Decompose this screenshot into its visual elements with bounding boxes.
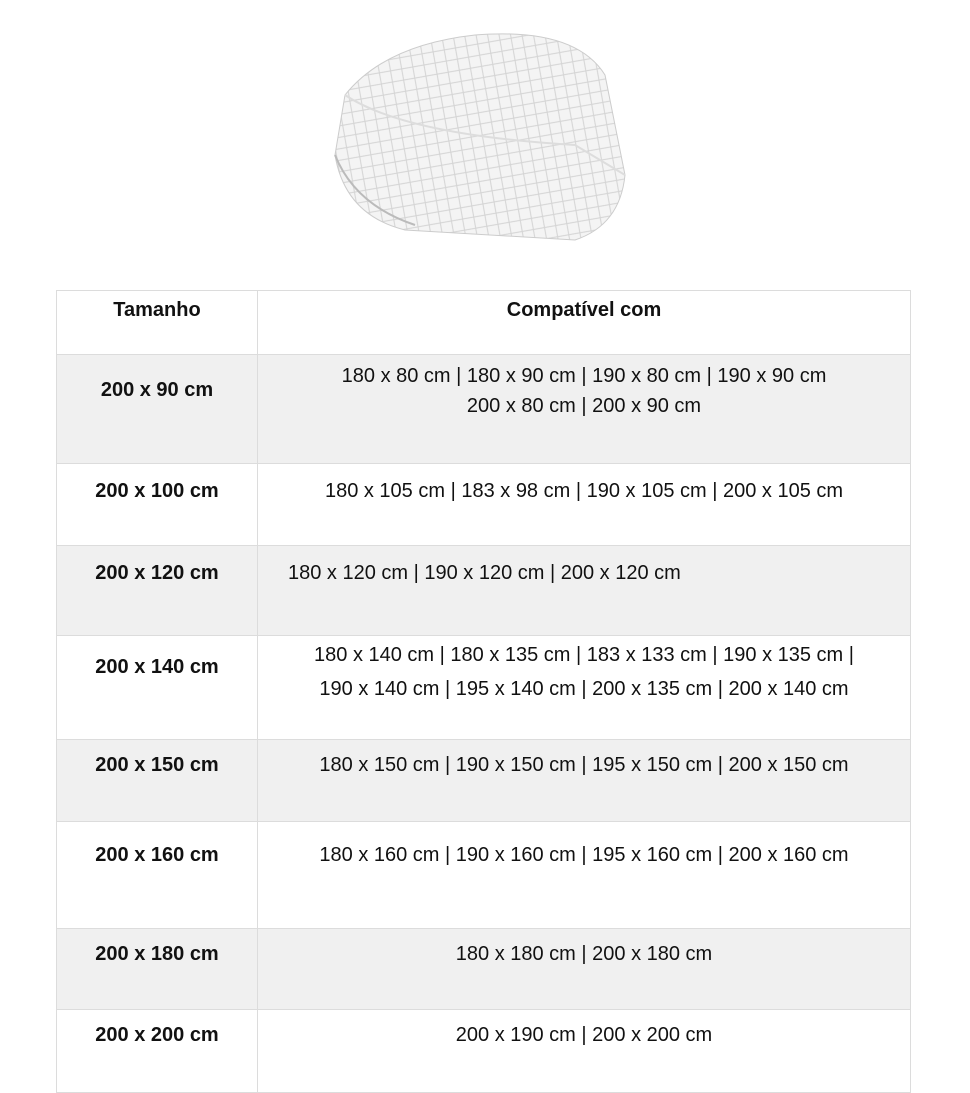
size-value: 200 x 180 cm: [95, 943, 219, 965]
table-row: 200 x 100 cm 180 x 105 cm | 183 x 98 cm |…: [56, 463, 911, 546]
header-size: Tamanho: [56, 290, 258, 355]
header-compatible: Compatível com: [257, 290, 911, 355]
table-row: 200 x 180 cm 180 x 180 cm | 200 x 180 cm: [56, 928, 911, 1010]
size-value: 200 x 120 cm: [95, 562, 219, 584]
compatible-sizes: 180 x 180 cm | 200 x 180 cm: [455, 943, 713, 965]
table-row: 200 x 200 cm 200 x 190 cm | 200 x 200 cm: [56, 1009, 911, 1093]
size-value: 200 x 100 cm: [95, 480, 219, 502]
compatible-sizes: 180 x 105 cm | 183 x 98 cm | 190 x 105 c…: [324, 480, 844, 502]
compatible-sizes: 190 x 140 cm | 195 x 140 cm | 200 x 135 …: [319, 678, 849, 700]
compatible-sizes: 200 x 80 cm | 200 x 90 cm: [466, 395, 702, 417]
compatible-sizes: 180 x 160 cm | 190 x 160 cm | 195 x 160 …: [319, 844, 849, 866]
size-table: Tamanho Compatível com 200 x 90 cm 180 x …: [56, 290, 911, 1093]
size-value: 200 x 160 cm: [95, 844, 219, 866]
size-value: 200 x 200 cm: [95, 1024, 219, 1046]
size-value: 200 x 140 cm: [95, 656, 219, 678]
compatible-sizes: 180 x 150 cm | 190 x 150 cm | 195 x 150 …: [319, 754, 849, 776]
size-value: 200 x 90 cm: [100, 379, 214, 401]
product-image: [334, 33, 626, 241]
table-row: 200 x 150 cm 180 x 150 cm | 190 x 150 cm …: [56, 739, 911, 822]
compatible-sizes: 180 x 80 cm | 180 x 90 cm | 190 x 80 cm …: [341, 365, 827, 387]
compatible-sizes: 200 x 190 cm | 200 x 200 cm: [455, 1024, 713, 1046]
compatible-sizes: 180 x 120 cm | 190 x 120 cm | 200 x 120 …: [288, 562, 681, 584]
compatible-sizes: 180 x 140 cm | 180 x 135 cm | 183 x 133 …: [314, 644, 854, 666]
table-row: 200 x 140 cm 180 x 140 cm | 180 x 135 cm …: [56, 635, 911, 740]
size-value: 200 x 150 cm: [95, 754, 219, 776]
table-row: 200 x 120 cm 180 x 120 cm | 190 x 120 cm …: [56, 545, 911, 636]
table-row: 200 x 160 cm 180 x 160 cm | 190 x 160 cm …: [56, 821, 911, 929]
table-row: 200 x 90 cm 180 x 80 cm | 180 x 90 cm | 1…: [56, 354, 911, 464]
